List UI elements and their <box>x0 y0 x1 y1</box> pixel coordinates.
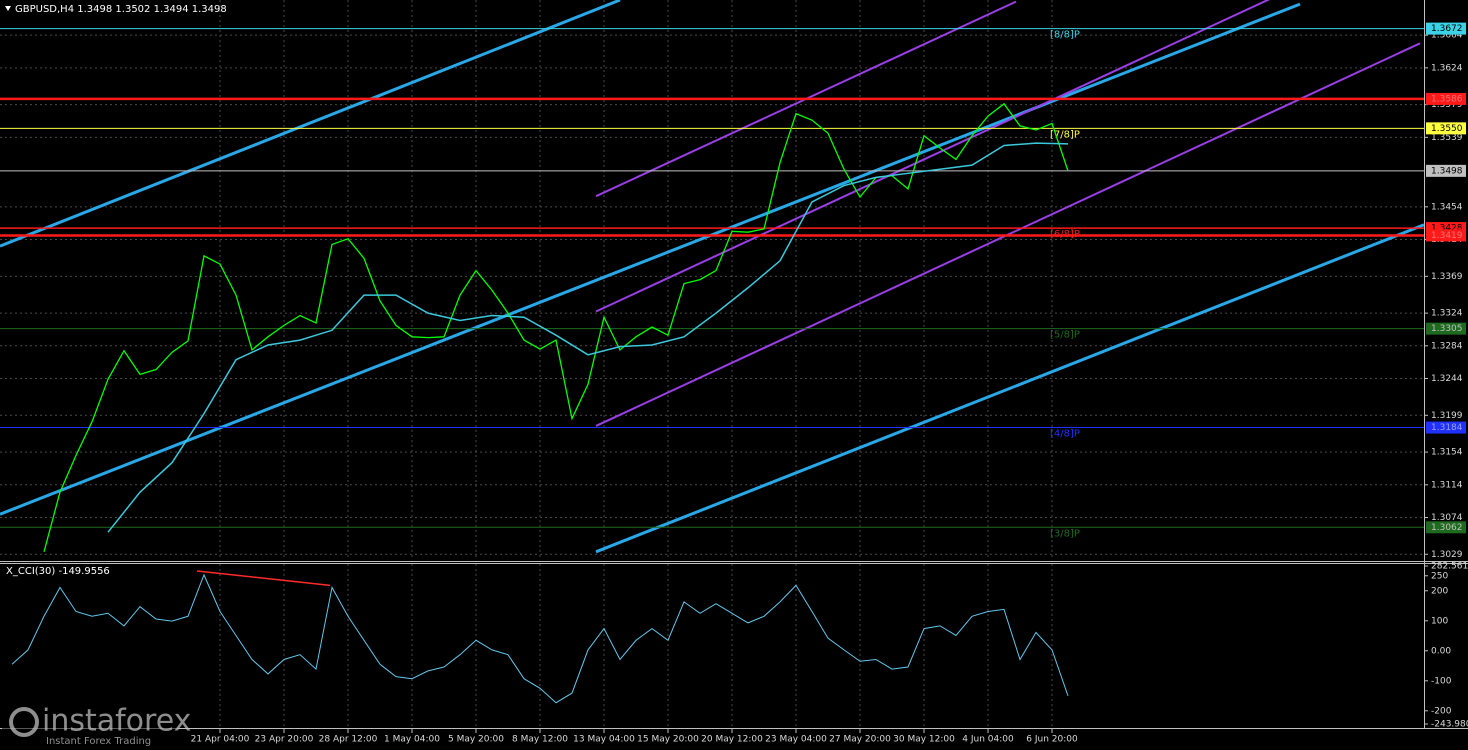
y-tick-label: 1.3324 <box>1431 309 1463 319</box>
x-tick-label: 5 May 20:00 <box>448 735 504 745</box>
murrey-tag: [4/8]P <box>1050 429 1080 440</box>
price-plot: [8/8]P[7/8]P[6/8]P[5/8]P[4/8]P[3/8]P <box>0 0 1424 560</box>
x-tick-label: 4 Jun 04:00 <box>962 735 1014 745</box>
y-tick-label: 1.3114 <box>1431 480 1463 490</box>
series-line <box>43 102 1069 552</box>
y-tick-label: -200 <box>1431 706 1452 716</box>
x-tick-label: 23 Apr 20:00 <box>255 735 314 745</box>
y-tick-label: 1.3539 <box>1431 133 1463 143</box>
channel-line <box>0 0 621 248</box>
brand: instaforex <box>42 704 191 739</box>
trend-line <box>196 570 331 587</box>
level-label: 1.3419 <box>1431 231 1463 241</box>
x-tick-label: 6 Jun 20:00 <box>1026 735 1078 745</box>
x-tick-label: 30 May 12:00 <box>893 735 955 745</box>
level-label: 1.3498 <box>1431 166 1463 176</box>
level-label-bg <box>1426 229 1466 242</box>
murrey-tag: [8/8]P <box>1050 30 1080 41</box>
murrey-tag: [5/8]P <box>1050 330 1080 341</box>
series-line <box>11 573 1069 704</box>
tagline: Instant Forex Trading <box>46 736 151 747</box>
y-tick-label: 1.3074 <box>1431 513 1463 523</box>
y-tick-label: 282.5616 <box>1431 562 1468 572</box>
watermark: instaforex Instant Forex Trading <box>2 704 191 748</box>
y-tick-label: 1.3029 <box>1431 550 1463 560</box>
logo-icon <box>9 707 39 737</box>
level-label: 1.3550 <box>1431 124 1463 134</box>
y-tick-label: -100 <box>1431 676 1452 686</box>
x-tick-label: 13 May 04:00 <box>573 735 635 745</box>
y-tick-label: 1.3454 <box>1431 202 1463 212</box>
x-tick-label: 20 May 12:00 <box>701 735 763 745</box>
y-tick-label: 1.3369 <box>1431 272 1463 282</box>
y-tick-label: 200 <box>1431 586 1448 596</box>
y-tick-label: -243.980 <box>1431 720 1468 730</box>
level-label-bg <box>1426 164 1466 177</box>
channel-line <box>0 2 1301 516</box>
level-label-bg <box>1426 322 1466 335</box>
y-tick-label: 1.3154 <box>1431 448 1463 458</box>
x-tick-label: 28 Apr 12:00 <box>319 735 378 745</box>
level-label-bg <box>1426 421 1466 434</box>
y-tick-label: 1.3579 <box>1431 100 1463 110</box>
y-tick-label: 1.3284 <box>1431 341 1463 351</box>
x-tick-label: 15 May 20:00 <box>637 735 699 745</box>
y-tick-label: 1.3244 <box>1431 374 1463 384</box>
x-tick-label: 27 May 20:00 <box>829 735 891 745</box>
level-label-bg <box>1426 521 1466 534</box>
murrey-tag: [7/8]P <box>1050 129 1080 140</box>
channel-line <box>595 0 1271 313</box>
y-tick-label: 250 <box>1431 571 1448 581</box>
y-tick-label: 1.3664 <box>1431 31 1463 41</box>
x-tick-label: 1 May 04:00 <box>384 735 440 745</box>
level-label-bg <box>1426 122 1466 135</box>
chart-title: GBPUSD,H4 1.3498 1.3502 1.3494 1.3498 <box>15 4 227 15</box>
x-tick-label: 21 Apr 04:00 <box>191 735 250 745</box>
level-label: 1.3184 <box>1431 423 1463 433</box>
y-tick-label: 0.00 <box>1431 646 1451 656</box>
x-tick-label: 8 May 12:00 <box>512 735 568 745</box>
level-label: 1.3305 <box>1431 324 1463 334</box>
channel-line <box>595 223 1424 554</box>
level-label-bg <box>1426 22 1466 35</box>
murrey-tag: [3/8]P <box>1050 528 1080 539</box>
level-label: 1.3672 <box>1431 24 1463 34</box>
y-tick-label: 1.3199 <box>1431 411 1463 421</box>
menu-icon <box>5 6 11 11</box>
y-tick-label: 100 <box>1431 616 1448 626</box>
cci-title: X_CCI(30) -149.9556 <box>6 566 110 577</box>
cci-plot <box>11 564 1069 728</box>
level-label: 1.3062 <box>1431 523 1463 533</box>
level-label: 1.3428 <box>1431 224 1463 234</box>
x-tick-label: 23 May 04:00 <box>765 735 827 745</box>
level-label: 1.3586 <box>1431 94 1463 104</box>
level-label-bg <box>1426 92 1466 105</box>
y-tick-label: 1.3624 <box>1431 63 1463 73</box>
series-line <box>107 142 1069 533</box>
